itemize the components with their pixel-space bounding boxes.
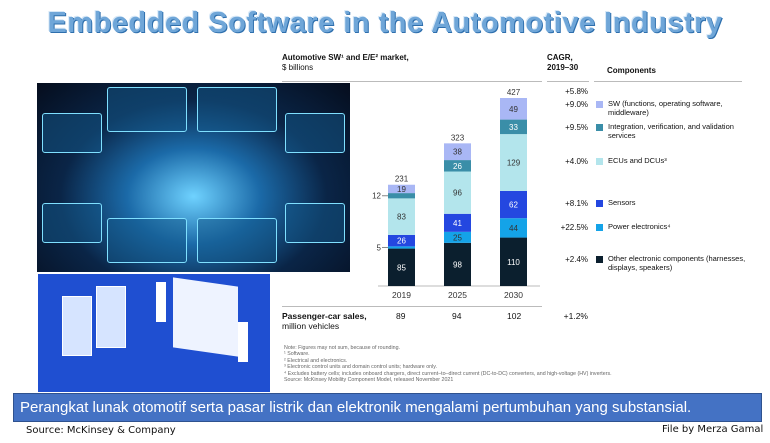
bar-segment (500, 134, 527, 191)
bar-segment (444, 143, 471, 161)
segment-label: 96 (453, 189, 462, 198)
bar-segment (500, 237, 527, 286)
note: ² Electrical and electronics. (284, 357, 348, 364)
segment-label: 44 (509, 224, 518, 233)
credit-text: File by Merza Gamal (662, 424, 764, 435)
segment-label: 85 (397, 263, 406, 272)
segment-label: 26 (397, 237, 406, 246)
bar-segment (500, 119, 527, 135)
segment-label: 25 (453, 233, 462, 242)
segment-label: 26 (453, 162, 462, 171)
slide-title: Embedded Software in the Automotive Indu… (47, 7, 723, 39)
sales-2025: 94 (452, 311, 462, 321)
legend-item: Power electronics⁴ (608, 222, 671, 231)
chart-unit: $ billions (282, 63, 314, 72)
sales-2019: 89 (396, 311, 406, 321)
legend-item: Integration, verification, and validatio… (608, 122, 734, 140)
legend-item: Other electronic components (harnesses, … (608, 254, 746, 272)
bar-segment (500, 190, 527, 219)
bar-segment (500, 218, 527, 238)
bar-segment (388, 248, 415, 286)
segment-label: 12 (372, 192, 381, 201)
sales-2030: 102 (507, 311, 522, 321)
segment-label: 38 (453, 148, 462, 157)
segment-label: 98 (453, 260, 462, 269)
segment-label: 83 (397, 213, 406, 222)
segment-label: 33 (509, 123, 518, 132)
segment-label: 49 (509, 105, 518, 114)
source-text: Source: McKinsey & Company (26, 425, 176, 436)
legend-swatch (596, 224, 603, 231)
bar-segment (444, 213, 471, 232)
note: ³ Electronic control units and domain co… (284, 364, 437, 371)
note: ¹ Software. (284, 351, 310, 358)
note: Note: Figures may not sum, because of ro… (284, 345, 401, 351)
sales-unit: million vehicles (282, 321, 340, 331)
bar-segment (388, 246, 415, 249)
cagr-value: +8.1% (565, 199, 588, 208)
total-label: 427 (507, 88, 521, 97)
segment-label: 110 (507, 258, 520, 267)
legend-swatch (596, 200, 603, 207)
total-cagr: +5.8% (565, 87, 588, 96)
bar-segment (500, 98, 527, 120)
note: Source: McKinsey Mobility Component Mode… (284, 377, 454, 384)
car-hud-image (37, 83, 350, 272)
x-tick-label: 2025 (448, 290, 467, 300)
cagr-header: CAGR, 2019–30 (547, 53, 579, 72)
chart-title: Automotive SW¹ and E/E² market, (282, 53, 409, 62)
caption-banner: Perangkat lunak otomotif serta pasar lis… (13, 393, 762, 422)
cagr-value: +22.5% (560, 223, 588, 232)
segment-label: 129 (507, 159, 521, 168)
cagr-value: +9.0% (565, 100, 588, 109)
legend-item: SW (functions, operating software, middl… (608, 99, 723, 117)
x-tick-label: 2019 (392, 290, 411, 300)
segment-label: 62 (509, 201, 518, 210)
legend-swatch (596, 158, 603, 165)
cagr-value: +4.0% (565, 157, 588, 166)
legend-item: ECUs and DCUs³ (608, 156, 667, 165)
bar-segment (388, 184, 415, 194)
components-header: Components (607, 66, 656, 75)
segment-label: 5 (377, 243, 382, 252)
bar-segment (388, 193, 415, 199)
footnotes: Note: Figures may not sum, because of ro… (284, 345, 612, 383)
bar-segment (444, 171, 471, 214)
x-tick-label: 2030 (504, 290, 523, 300)
legend-item: Sensors (608, 198, 636, 207)
sales-cagr: +1.2% (563, 311, 588, 321)
sales-label: Passenger-car sales, (282, 311, 367, 321)
total-label: 231 (395, 175, 409, 184)
legend-swatch (596, 256, 603, 263)
segment-label: 19 (397, 185, 406, 194)
bar-segment (388, 198, 415, 235)
bar-segment (444, 160, 471, 172)
cagr-value: +9.5% (565, 123, 588, 132)
legend-swatch (596, 124, 603, 131)
total-label: 323 (451, 133, 465, 142)
segment-label: 41 (453, 219, 462, 228)
bar-segment (388, 234, 415, 247)
note: ⁴ Excludes battery cells; includes onboa… (284, 370, 612, 377)
data-center-illustration (38, 274, 270, 392)
bar-segment (444, 242, 471, 286)
legend-swatch (596, 101, 603, 108)
bar-segment (444, 231, 471, 243)
cagr-value: +2.4% (565, 255, 588, 264)
